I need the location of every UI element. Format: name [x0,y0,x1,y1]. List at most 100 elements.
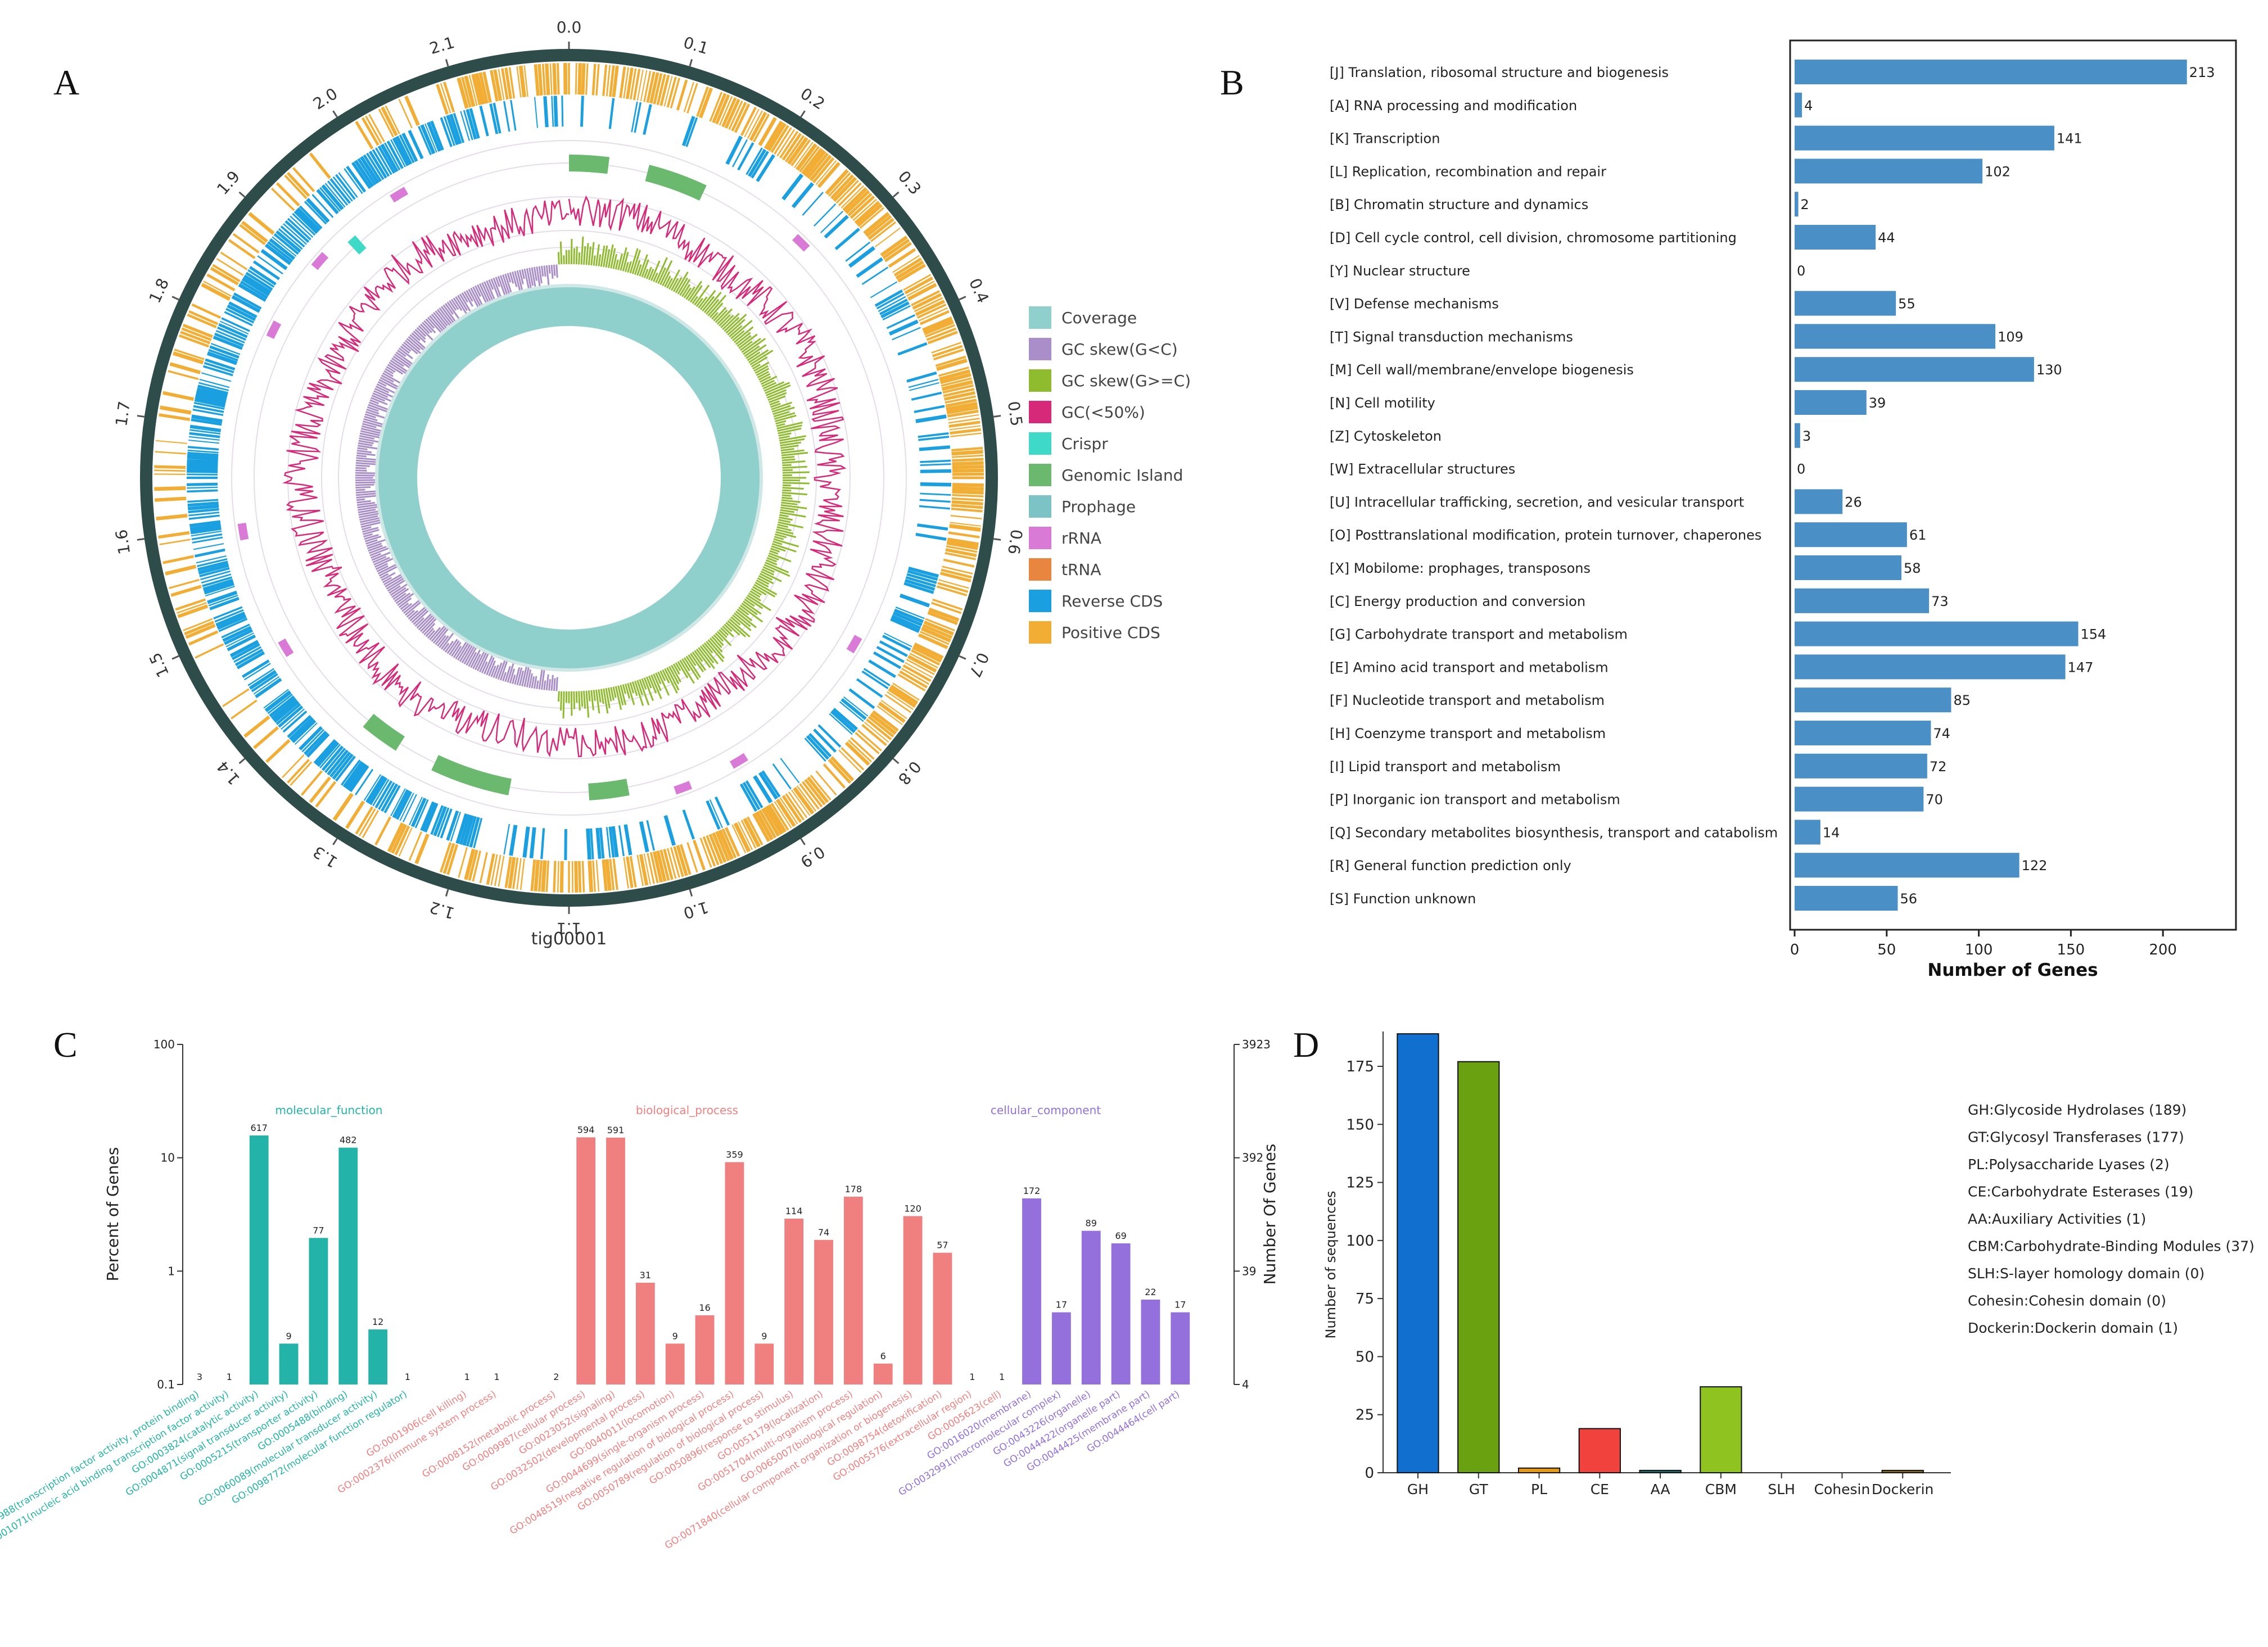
go-bar [576,1137,595,1384]
cazy-bars [1397,1034,1923,1473]
cog-bar [1795,853,2019,877]
legend-label: GC skew(G<C) [1061,340,1178,359]
cazy-y-tick-label: 25 [1356,1407,1374,1424]
cog-bar-value: 109 [1998,329,2023,345]
scale-tick-label: 1.4 [213,757,243,788]
go-bar [250,1135,269,1384]
cog-x-tick-label: 0 [1790,942,1800,958]
gc-skew-mark [544,266,545,277]
reverse-cds-mark [920,484,951,485]
reverse-cds-mark [188,513,219,515]
cog-bar [1795,357,2034,382]
gc-skew-mark [779,520,790,522]
positive-cds-mark [952,495,983,497]
reverse-cds-mark [900,595,929,605]
panel-b-cog-bar-chart: [J] Translation, ribosomal structure and… [1330,40,2236,980]
cog-category-label: [G] Carbohydrate transport and metabolis… [1330,627,1628,642]
cog-bar-value: 72 [1930,759,1947,775]
go-right-axis-title: Number Of Genes [1260,1144,1279,1285]
contig-label: tig00001 [531,929,607,949]
cazy-x-tick-label: GT [1469,1481,1488,1497]
go-bar-value: 9 [672,1331,678,1341]
cazy-bar [1700,1387,1741,1473]
go-left-axis-title: Percent of Genes [103,1147,122,1282]
positive-cds-mark [170,364,200,372]
positive-cds-mark [156,441,187,444]
legend-swatch [1029,621,1051,644]
gc-skew-mark [356,458,378,460]
go-bar-value: 16 [699,1302,710,1313]
cog-category-label: [M] Cell wall/membrane/envelope biogenes… [1330,362,1634,378]
reverse-cds-mark [883,636,910,650]
positive-cds-mark [543,64,545,95]
go-bar-value: 617 [250,1123,268,1133]
reverse-cds-mark [511,100,516,130]
scale-tick [893,192,899,197]
gc-skew-mark [549,265,550,274]
go-bar [903,1216,923,1384]
cog-category-label: [H] Coenzyme transport and metabolism [1330,726,1606,741]
gc-skew-mark [581,237,583,265]
go-left-tick-label: 0.1 [157,1378,175,1391]
positive-cds-mark [272,188,294,210]
reverse-cds-mark [222,318,250,331]
positive-cds-mark [363,118,378,146]
scale-tick-label: 2.1 [427,33,457,58]
cog-bar [1795,787,1923,812]
cog-bar-value: 147 [2068,659,2094,675]
positive-cds-mark [607,65,610,97]
scale-tick-label: 1.5 [146,650,173,680]
cog-bar-value: 55 [1898,296,1915,312]
reverse-cds-mark [716,797,729,825]
positive-cds-mark [202,284,230,299]
reverse-cds-mark [591,829,593,859]
gc-skew-mark [549,679,550,690]
scale-tick-label: 1.9 [213,167,243,198]
gc-skew-mark [783,472,810,473]
positive-cds-mark [952,455,983,457]
gc-skew-mark [594,255,595,265]
cog-category-label: [L] Replication, recombination and repai… [1330,164,1606,179]
go-bar [338,1148,358,1384]
positive-cds-mark [356,121,372,148]
positive-cds-mark [582,63,584,94]
go-group-label: molecular_function [275,1103,383,1117]
go-bar-value: 178 [845,1184,862,1194]
cog-bar [1795,555,1901,580]
positive-cds-mark [165,567,196,574]
reverse-cds-mark [189,515,220,519]
genomic-island-mark [431,755,512,795]
go-bar-value: 1 [227,1372,232,1382]
scale-tick [690,59,692,66]
cazy-x-tick-label: CBM [1705,1481,1737,1497]
go-bar-value: 9 [286,1331,291,1341]
cog-bar [1795,126,2054,151]
positive-cds-mark [316,782,335,807]
scale-tick [993,416,1001,417]
gc-skew-mark [552,265,553,278]
gc-skew-mark [357,501,371,503]
go-bar-value: 1 [464,1372,470,1382]
gc-skew-mark [574,691,575,709]
reverse-cds-mark [825,216,848,238]
scale-tick [137,539,144,540]
cog-bar-value: 130 [2036,362,2062,378]
gc-skew-mark [783,485,791,486]
positive-cds-mark [521,66,525,97]
go-bar-value: 12 [372,1316,383,1327]
positive-cds-mark [334,794,352,820]
positive-cds-mark [579,63,580,94]
scale-tick-label: 1.6 [112,528,134,556]
positive-cds-mark [597,64,599,96]
genomic-island-mark [645,165,707,201]
positive-cds-mark [952,488,984,489]
cog-bar-value: 141 [2057,131,2082,147]
go-bar-value: 31 [640,1270,651,1281]
cazy-bar [1579,1429,1620,1473]
gc-skew-mark [781,457,794,458]
cog-bar-value: 39 [1869,395,1886,411]
cazy-x-tick-label: Cohesin [1814,1481,1871,1497]
cog-x-tick-label: 100 [1965,942,1993,958]
legend-label: Positive CDS [1061,623,1160,642]
reverse-cds-mark [597,828,599,859]
